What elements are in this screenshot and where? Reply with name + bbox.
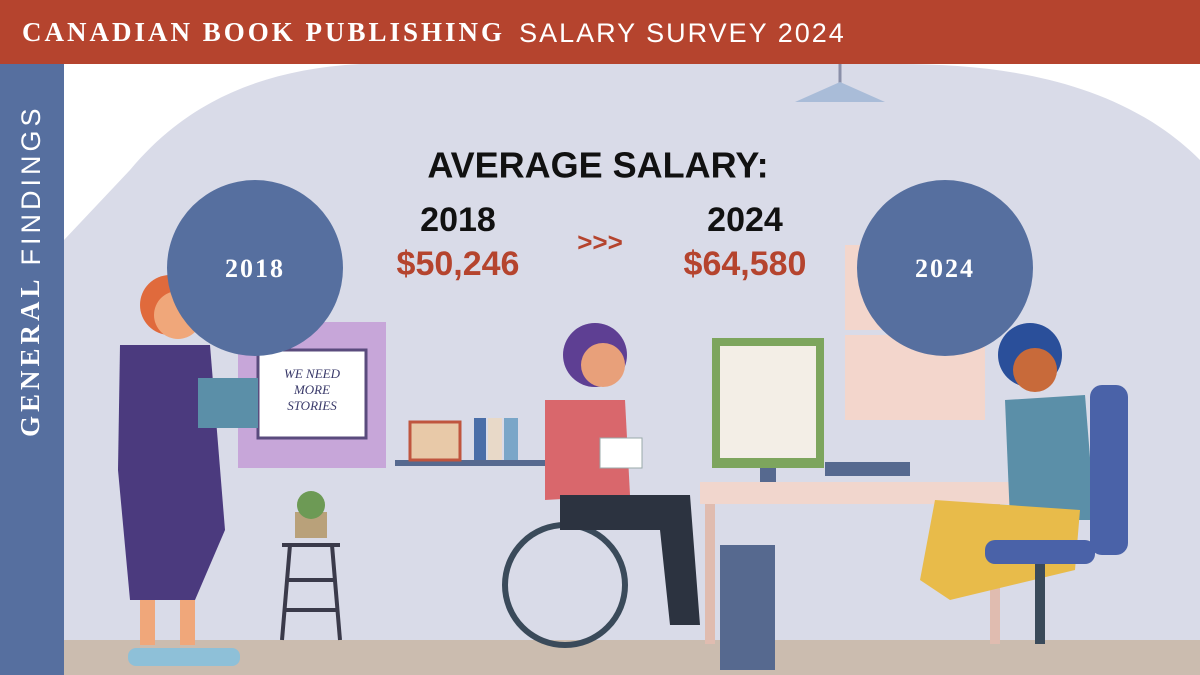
salary: $64,580 <box>684 245 807 283</box>
leg <box>180 600 195 645</box>
sign-text: MORE <box>293 382 330 397</box>
year-circle <box>857 180 1033 356</box>
year-circle <box>167 180 343 356</box>
sign-text: STORIES <box>287 398 337 413</box>
pants <box>560 495 700 625</box>
desk-leg <box>705 504 715 644</box>
sidebar-bold: GENERAL <box>15 275 45 437</box>
cactus <box>297 491 325 519</box>
book <box>474 418 486 460</box>
chair-post <box>1035 564 1045 644</box>
face <box>581 343 625 387</box>
monitor-stand <box>760 468 776 486</box>
screen <box>720 346 816 458</box>
books <box>408 420 462 462</box>
header-light: SALARY SURVEY 2024 <box>519 18 846 48</box>
chair <box>1090 385 1128 555</box>
sidebar-light: FINDINGS <box>16 104 46 265</box>
tablet <box>599 437 643 469</box>
header-title: CANADIAN BOOK PUBLISHING SALARY SURVEY 20… <box>22 17 846 48</box>
circle-label: 2018 <box>225 254 285 283</box>
circle-label: 2024 <box>915 254 975 283</box>
year: 2018 <box>420 201 496 239</box>
shirt <box>1005 395 1095 520</box>
book-page <box>256 348 368 440</box>
sign-text: WE NEED <box>284 366 341 381</box>
keyboard <box>825 462 910 476</box>
face <box>1013 348 1057 392</box>
sidebar <box>0 64 64 675</box>
chair-seat <box>985 540 1095 564</box>
book <box>488 418 502 460</box>
leg <box>140 600 155 645</box>
shoes <box>128 648 240 666</box>
header-bar <box>0 0 1200 64</box>
sidebar-title: GENERAL FINDINGS <box>15 104 46 437</box>
shelf <box>395 460 545 466</box>
arrow: >>> <box>577 227 623 257</box>
year: 2024 <box>707 201 783 239</box>
salary: $50,246 <box>397 245 520 283</box>
floor <box>64 640 1200 675</box>
jacket <box>545 400 630 500</box>
computer-tower <box>720 545 775 670</box>
header-bold: CANADIAN BOOK PUBLISHING <box>22 17 505 47</box>
heading: AVERAGE SALARY: <box>427 145 768 186</box>
lamp <box>795 82 885 102</box>
books-held <box>198 378 258 428</box>
desk <box>700 482 1020 504</box>
stool <box>280 543 342 641</box>
book <box>504 418 518 460</box>
